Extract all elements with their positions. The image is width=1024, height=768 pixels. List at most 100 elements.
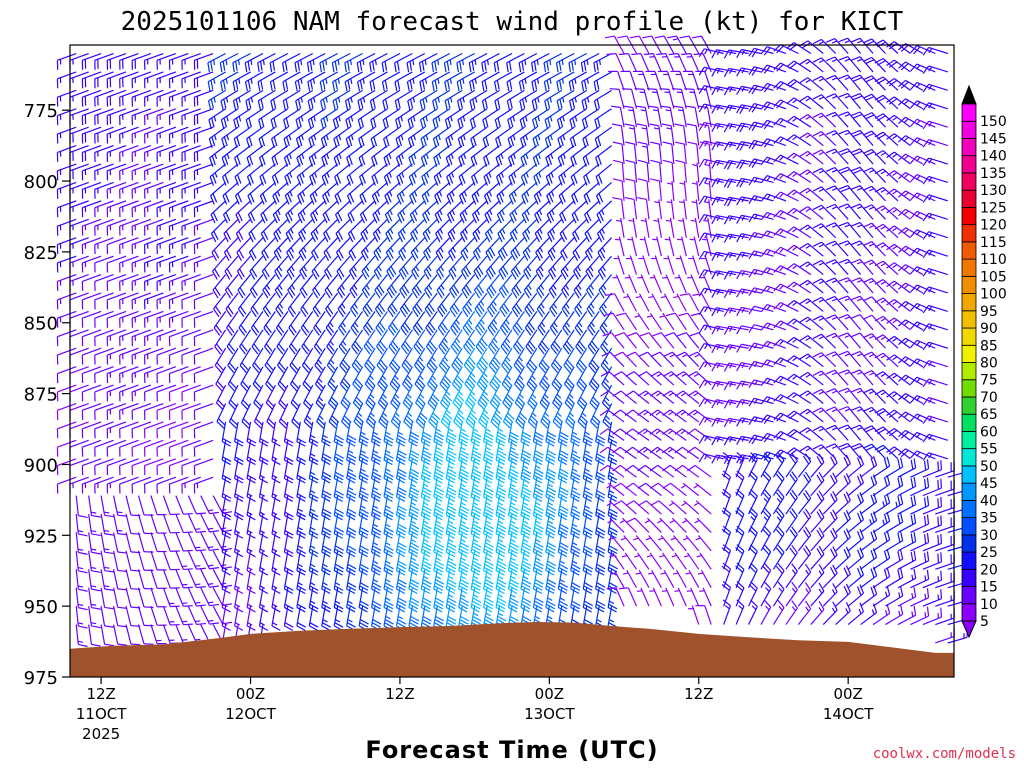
wind-barb (847, 565, 865, 589)
wind-barb (736, 122, 762, 133)
wind-barb (797, 563, 812, 589)
wind-barb (413, 329, 426, 355)
wind-barb (278, 384, 289, 411)
wind-barb (674, 464, 700, 478)
wind-barb (364, 347, 376, 373)
colorbar-swatch (961, 568, 977, 587)
wind-barb (383, 440, 394, 466)
wind-barb (333, 606, 344, 631)
wind-barb (633, 70, 650, 91)
wind-barb (100, 624, 115, 647)
wind-barb (143, 145, 164, 162)
wind-barb (100, 513, 115, 536)
wind-barb (698, 158, 724, 168)
wind-barb (786, 410, 812, 423)
wind-barb (682, 70, 700, 91)
wind-barb (200, 587, 219, 607)
wind-barb (851, 148, 874, 165)
wind-barb (408, 587, 420, 613)
wind-barb (383, 532, 394, 558)
wind-barb (685, 569, 700, 589)
wind-barb (222, 182, 239, 205)
wind-barb (193, 181, 214, 199)
wind-barb (181, 421, 201, 439)
wind-barb (271, 145, 289, 167)
wind-barb (613, 255, 625, 275)
wind-barb (346, 421, 357, 447)
wind-barb (413, 347, 426, 373)
wind-barb (570, 569, 581, 595)
wind-barb (748, 139, 774, 150)
wind-barb (851, 424, 874, 441)
colorbar-label: 35 (980, 511, 998, 527)
colorbar-label: 80 (980, 356, 998, 372)
wind-barb (75, 569, 88, 592)
wind-barb (773, 246, 799, 257)
wind-barb (181, 181, 201, 199)
wind-barb (922, 533, 943, 552)
wind-barb (56, 52, 77, 70)
wind-barb (119, 218, 139, 236)
wind-barb (582, 126, 600, 148)
wind-barb (674, 409, 700, 423)
wind-barb (659, 312, 675, 331)
wind-barb (341, 403, 352, 429)
wind-barb (419, 71, 438, 92)
wind-barb (301, 329, 314, 355)
wind-barb (75, 587, 88, 611)
wind-barb (674, 587, 687, 607)
wind-barb (686, 464, 712, 478)
wind-barb (648, 293, 662, 312)
wind-barb (291, 403, 301, 429)
wind-barb (94, 218, 114, 236)
wind-barb (489, 366, 502, 392)
wind-barb (606, 587, 625, 607)
wind-barb (156, 476, 177, 494)
wind-barb (799, 114, 824, 128)
wind-barb (472, 218, 488, 243)
wind-barb (247, 182, 264, 205)
wind-barb (649, 446, 675, 460)
wind-barb (545, 587, 556, 613)
wind-barb (358, 532, 369, 558)
wind-barb (320, 108, 339, 130)
wind-barb (698, 85, 724, 94)
wind-barb (910, 45, 936, 55)
wind-barb (106, 329, 127, 347)
wind-barb (358, 458, 369, 484)
wind-barb (433, 421, 445, 447)
wind-barb (390, 403, 402, 429)
wind-barb (283, 458, 294, 484)
wind-barb (822, 564, 838, 589)
wind-barb (263, 311, 276, 336)
wind-barb (508, 182, 525, 205)
wind-barb (214, 347, 227, 373)
wind-barb (396, 182, 413, 205)
wind-barb (589, 384, 600, 411)
wind-barb (383, 569, 394, 595)
wind-barb (518, 52, 538, 73)
wind-barb (587, 311, 600, 336)
wind-barb (296, 440, 307, 466)
wind-barb (106, 476, 127, 494)
wind-barb (360, 237, 376, 261)
wind-barb (559, 200, 575, 224)
wind-barb (435, 237, 451, 261)
wind-barb (711, 343, 737, 354)
wind-barb (271, 569, 281, 595)
wind-barb (346, 182, 363, 205)
wind-barb (357, 71, 376, 92)
wind-barb (81, 145, 102, 162)
wind-barb (721, 580, 732, 607)
wind-barb (200, 532, 219, 552)
wind-barb (346, 477, 357, 502)
wind-barb (614, 236, 625, 257)
wind-barb (348, 255, 364, 280)
wind-barb (250, 311, 264, 336)
wind-barb (106, 402, 127, 420)
wind-barb (387, 311, 401, 336)
wind-barb (351, 347, 364, 373)
wind-barb (735, 562, 745, 588)
wind-barb (168, 200, 189, 218)
wind-barb (570, 163, 588, 186)
